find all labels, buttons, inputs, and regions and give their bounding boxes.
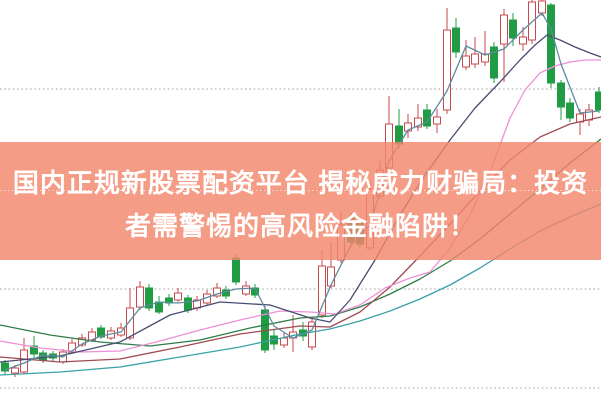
headline-banner-overlay: 国内正规新股票配资平台 揭秘威力财骗局：投资 者需警惕的高风险金融陷阱！ xyxy=(0,142,601,260)
gridline-through-banner xyxy=(0,190,601,191)
headline-line-2: 者需警惕的高风险金融陷阱！ xyxy=(124,211,476,241)
headline-line-1: 国内正规新股票配资平台 揭秘威力财骗局：投资 xyxy=(12,168,589,198)
